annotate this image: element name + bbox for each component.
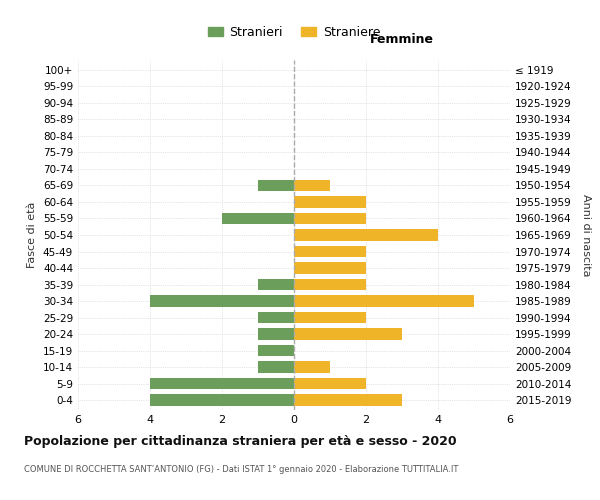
Y-axis label: Anni di nascita: Anni di nascita (581, 194, 591, 276)
Bar (150, 394, 294, 406)
Bar (150, 296, 294, 307)
Bar (294, 180, 330, 192)
Bar (294, 394, 402, 406)
Text: Popolazione per cittadinanza straniera per età e sesso - 2020: Popolazione per cittadinanza straniera p… (24, 435, 457, 448)
Bar (150, 378, 294, 390)
Bar (258, 312, 294, 324)
Bar (294, 212, 366, 224)
Bar (294, 378, 366, 390)
Bar (294, 246, 366, 258)
Bar (258, 180, 294, 192)
Bar (294, 362, 330, 373)
Bar (294, 279, 366, 290)
Bar (258, 345, 294, 356)
Text: Femmine: Femmine (370, 33, 434, 46)
Bar (222, 212, 294, 224)
Bar (258, 279, 294, 290)
Legend: Stranieri, Straniere: Stranieri, Straniere (203, 21, 385, 44)
Bar (258, 362, 294, 373)
Text: COMUNE DI ROCCHETTA SANT’ANTONIO (FG) - Dati ISTAT 1° gennaio 2020 - Elaborazion: COMUNE DI ROCCHETTA SANT’ANTONIO (FG) - … (24, 465, 458, 474)
Bar (294, 296, 474, 307)
Bar (258, 328, 294, 340)
Bar (294, 328, 402, 340)
Bar (294, 196, 366, 208)
Bar (294, 262, 366, 274)
Bar (294, 312, 366, 324)
Bar (294, 229, 438, 241)
Y-axis label: Fasce di età: Fasce di età (28, 202, 37, 268)
